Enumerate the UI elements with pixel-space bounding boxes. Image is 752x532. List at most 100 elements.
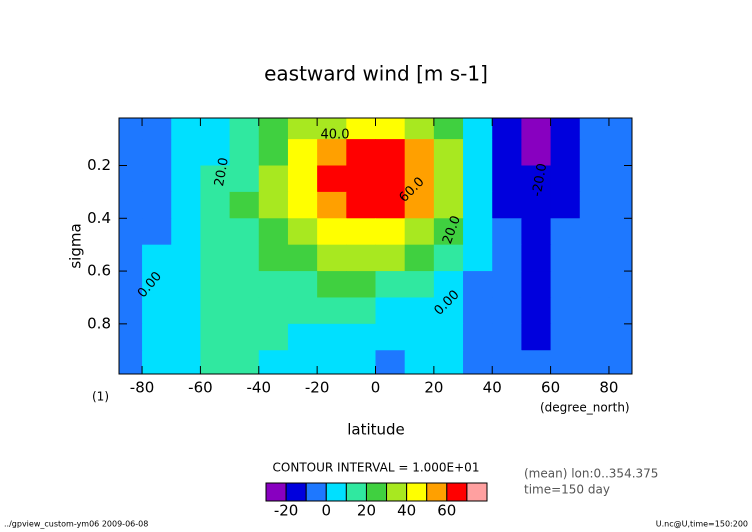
field-cell: [258, 218, 289, 246]
field-cell: [119, 139, 143, 167]
field-cell: [521, 297, 552, 325]
field-cell: [200, 244, 231, 272]
field-cell: [404, 218, 435, 246]
field-cell: [463, 218, 493, 246]
field-cell: [404, 350, 435, 375]
x-tick-label: -80: [130, 379, 155, 397]
field-cell: [287, 139, 318, 167]
field-cell: [119, 244, 143, 272]
field-cell: [142, 218, 172, 246]
field-cell: [346, 118, 376, 140]
field-cell: [287, 244, 318, 272]
field-cell: [142, 191, 172, 219]
colorbar-box: [265, 482, 287, 502]
field-cell: [200, 271, 231, 298]
field-cell: [463, 165, 493, 193]
x-tick-label: 20: [424, 379, 443, 397]
field-cell: [608, 218, 633, 246]
field-cell: [579, 244, 610, 272]
field-cell: [258, 165, 289, 193]
x-unit: (degree_north): [540, 401, 630, 415]
field-cell: [492, 350, 522, 375]
field-cell: [492, 139, 522, 167]
field-cell: [463, 271, 493, 298]
field-cell: [375, 139, 406, 167]
field-cell: [346, 323, 376, 351]
field-cell: [258, 191, 289, 219]
field-cell: [346, 271, 376, 298]
colorbar-title: CONTOUR INTERVAL = 1.000E+01: [273, 461, 480, 475]
field-cell: [521, 323, 552, 351]
field-cell: [375, 244, 406, 272]
colorbar-box: [285, 482, 307, 502]
field-cell: [375, 165, 406, 193]
x-tick-label: 0: [371, 379, 381, 397]
field-cell: [229, 350, 260, 375]
field-cell: [433, 191, 464, 219]
colorbar-box: [466, 482, 488, 502]
field-cell: [119, 191, 143, 219]
x-tick-label: 60: [541, 379, 560, 397]
field-cell: [200, 218, 231, 246]
field-cell: [404, 244, 435, 272]
field-cell: [404, 139, 435, 167]
field-cell: [579, 323, 610, 351]
field-cell: [463, 244, 493, 272]
field-cell: [608, 165, 633, 193]
field-cell: [258, 139, 289, 167]
field-cell: [142, 350, 172, 375]
field-cell: [550, 244, 581, 272]
field-cell: [171, 350, 201, 375]
field-cell: [200, 165, 231, 193]
field-cell: [579, 165, 610, 193]
field-cell: [579, 271, 610, 298]
field-cell: [346, 350, 376, 375]
field-cell: [171, 118, 201, 140]
x-tick-label: 80: [599, 379, 618, 397]
field-cell: [579, 297, 610, 325]
chart-title: eastward wind [m s-1]: [264, 62, 488, 86]
field-cell: [171, 297, 201, 325]
field-cell: [346, 191, 376, 219]
field-cell: [171, 139, 201, 167]
field-cell: [171, 191, 201, 219]
field-cell: [317, 271, 347, 298]
field-cell: [200, 118, 231, 140]
y-tick-label: 0.2: [87, 156, 111, 174]
field-cell: [229, 165, 260, 193]
contour-label: 40.0: [321, 128, 350, 143]
field-cell: [608, 244, 633, 272]
field-cell: [119, 350, 143, 375]
field-cell: [521, 218, 552, 246]
field-cell: [346, 218, 376, 246]
field-cell: [492, 165, 522, 193]
field-cell: [550, 218, 581, 246]
field-cell: [404, 271, 435, 298]
field-cell: [119, 297, 143, 325]
field-cell: [492, 297, 522, 325]
field-cell: [258, 350, 289, 375]
field-cell: [142, 271, 172, 298]
field-cell: [171, 218, 201, 246]
field-cell: [375, 323, 406, 351]
field-cell: [404, 297, 435, 325]
colorbar-tick-label: -20: [274, 502, 299, 520]
field-cell: [171, 323, 201, 351]
field-cell: [142, 297, 172, 325]
colorbar-tick-label: 0: [321, 502, 331, 520]
field-cell: [463, 297, 493, 325]
field-cell: [200, 297, 231, 325]
field-cell: [521, 118, 552, 140]
field-cell: [608, 118, 633, 140]
field-cell: [521, 139, 552, 167]
field-cell: [550, 297, 581, 325]
field-cell: [608, 323, 633, 351]
field-cell: [492, 118, 522, 140]
field-cell: [317, 218, 347, 246]
colorbar-box: [426, 482, 448, 502]
field-cell: [229, 118, 260, 140]
field-cell: [433, 139, 464, 167]
field-cell: [492, 271, 522, 298]
field-cell: [433, 323, 464, 351]
